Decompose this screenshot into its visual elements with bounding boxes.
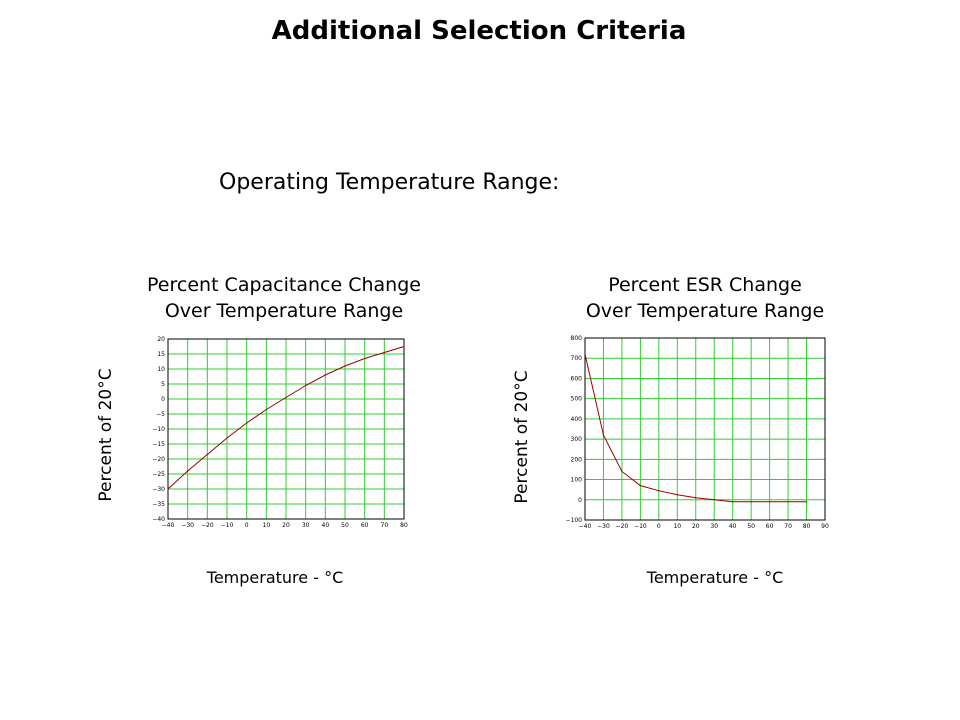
y-tick-label: 15 xyxy=(157,351,165,358)
y-tick-label: 400 xyxy=(571,416,583,423)
y-tick-label: 10 xyxy=(157,366,165,373)
data-point xyxy=(226,437,228,439)
y-tick-label: −40 xyxy=(152,516,165,523)
x-tick-label: 50 xyxy=(341,522,349,529)
capacitance-x-axis-label: Temperature - °C xyxy=(206,568,344,587)
x-tick-label: 70 xyxy=(381,522,389,529)
capacitance-y-axis-label: Percent of 20°C xyxy=(96,368,116,502)
capacitance-chart: −40 −30 −20 −10 0 10 20 30 40 50 60 70 8020151050−5−… xyxy=(152,336,408,529)
x-tick-label: 20 xyxy=(282,522,290,529)
esr-chart-title-line1: Percent ESR Change xyxy=(608,274,802,296)
y-tick-label: −30 xyxy=(152,486,165,493)
data-point xyxy=(713,499,715,501)
data-point xyxy=(187,470,189,472)
x-tick-label: 0 xyxy=(657,523,661,530)
x-tick-label: 20 xyxy=(692,523,700,530)
capacitance-chart-title-line2: Over Temperature Range xyxy=(164,300,404,322)
data-point xyxy=(787,501,789,503)
x-tick-label: 60 xyxy=(766,523,774,530)
y-tick-label: 500 xyxy=(571,396,583,403)
y-tick-label: −35 xyxy=(152,501,165,508)
x-tick-label: 50 xyxy=(747,523,755,530)
y-tick-label: 300 xyxy=(571,436,583,443)
esr-x-axis-label: Temperature - °C xyxy=(646,568,784,587)
y-tick-label: 200 xyxy=(571,456,583,463)
data-point xyxy=(305,384,307,387)
x-tick-label: 40 xyxy=(729,523,737,530)
y-tick-label: 800 xyxy=(571,335,583,342)
data-point xyxy=(658,490,660,492)
data-point xyxy=(732,501,734,503)
plot-frame xyxy=(584,337,826,521)
data-point xyxy=(805,501,808,503)
y-tick-label: 600 xyxy=(571,375,583,382)
esr-y-axis-label: Percent of 20°C xyxy=(512,370,532,504)
data-point xyxy=(695,497,697,499)
slide-title: Additional Selection Criteria xyxy=(271,16,687,46)
y-tick-label: 0 xyxy=(161,396,165,403)
y-tick-label: −5 xyxy=(156,411,165,418)
plot-frame xyxy=(167,338,405,520)
data-point xyxy=(769,501,771,503)
y-tick-label: −20 xyxy=(152,456,165,463)
x-tick-label: 60 xyxy=(361,522,369,529)
x-tick-label: 10 xyxy=(263,522,271,529)
y-tick-label: 0 xyxy=(578,497,582,504)
x-tick-label: 70 xyxy=(784,523,792,530)
capacitance-chart-title-line1: Percent Capacitance Change xyxy=(147,274,421,296)
data-point xyxy=(285,396,287,399)
x-tick-label: 10 xyxy=(673,523,681,530)
data-point xyxy=(403,345,405,348)
x-tick-label: −40 xyxy=(579,523,592,530)
y-tick-label: 100 xyxy=(571,477,583,484)
data-point xyxy=(676,494,678,496)
data-point xyxy=(364,357,366,360)
data-point xyxy=(167,488,169,490)
y-tick-label: 20 xyxy=(157,336,165,343)
x-tick-label: 30 xyxy=(302,522,310,529)
x-tick-label: 80 xyxy=(400,522,408,529)
esr-chart-title: Percent ESR Change Over Temperature Rang… xyxy=(525,272,885,324)
x-tick-label: −40 xyxy=(162,522,175,529)
x-tick-label: 90 xyxy=(821,523,829,530)
x-tick-label: 30 xyxy=(710,523,718,530)
section-heading: Operating Temperature Range: xyxy=(219,170,560,195)
x-tick-label: 40 xyxy=(322,522,330,529)
data-point xyxy=(383,351,385,354)
x-tick-label: −30 xyxy=(597,523,610,530)
data-point xyxy=(750,501,752,503)
data-point xyxy=(584,353,586,355)
data-point xyxy=(602,434,605,436)
y-tick-label: −15 xyxy=(152,441,165,448)
y-tick-label: 700 xyxy=(571,355,583,362)
data-point xyxy=(621,470,623,473)
y-tick-label: 5 xyxy=(161,381,165,388)
x-tick-label: 80 xyxy=(803,523,811,530)
x-tick-label: −30 xyxy=(181,522,194,529)
esr-chart-title-line2: Over Temperature Range xyxy=(585,300,825,322)
data-point xyxy=(206,453,208,456)
data-point xyxy=(324,374,326,376)
y-tick-label: −25 xyxy=(152,471,165,478)
x-tick-label: −20 xyxy=(201,522,214,529)
data-point xyxy=(265,408,267,411)
y-tick-label: −100 xyxy=(566,517,583,524)
data-point xyxy=(246,422,248,424)
x-tick-label: −20 xyxy=(616,523,629,530)
x-tick-label: 0 xyxy=(245,522,249,529)
x-tick-label: −10 xyxy=(634,523,647,530)
capacitance-chart-title: Percent Capacitance Change Over Temperat… xyxy=(104,272,464,324)
data-point xyxy=(639,485,641,487)
esr-chart: −40 −30 −20 −10 0 10 20 30 40 50 60 70 80 90800700600… xyxy=(566,335,829,530)
y-tick-label: −10 xyxy=(152,426,165,433)
data-point xyxy=(344,365,346,367)
x-tick-label: −10 xyxy=(221,522,234,529)
